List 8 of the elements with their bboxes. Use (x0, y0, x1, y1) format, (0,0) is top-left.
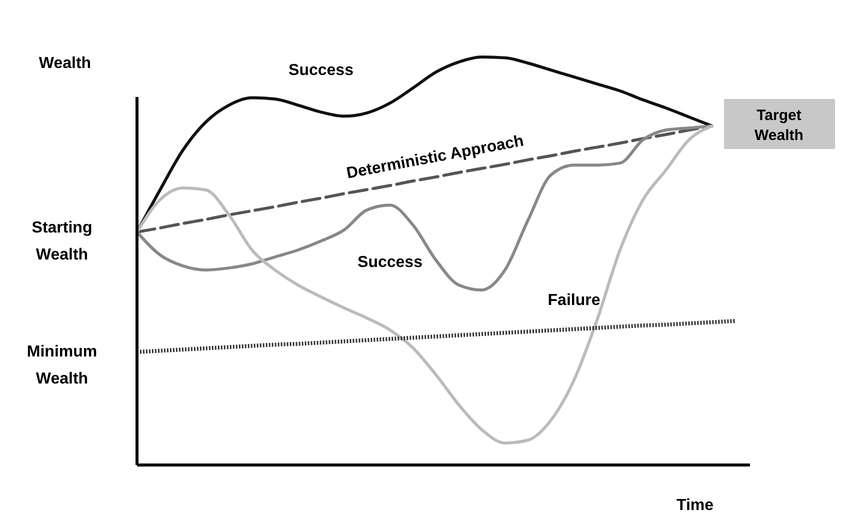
series-label: Failure (548, 292, 600, 310)
text: Starting Wealth (32, 220, 92, 264)
series-label: Success (288, 62, 354, 80)
text: Minimum Wealth (26, 343, 98, 388)
text: Target Wealth (754, 106, 804, 144)
series-label: Success (358, 254, 423, 272)
y-axis-title: Wealth (38, 55, 92, 72)
x-axis-title: Time (676, 497, 714, 514)
